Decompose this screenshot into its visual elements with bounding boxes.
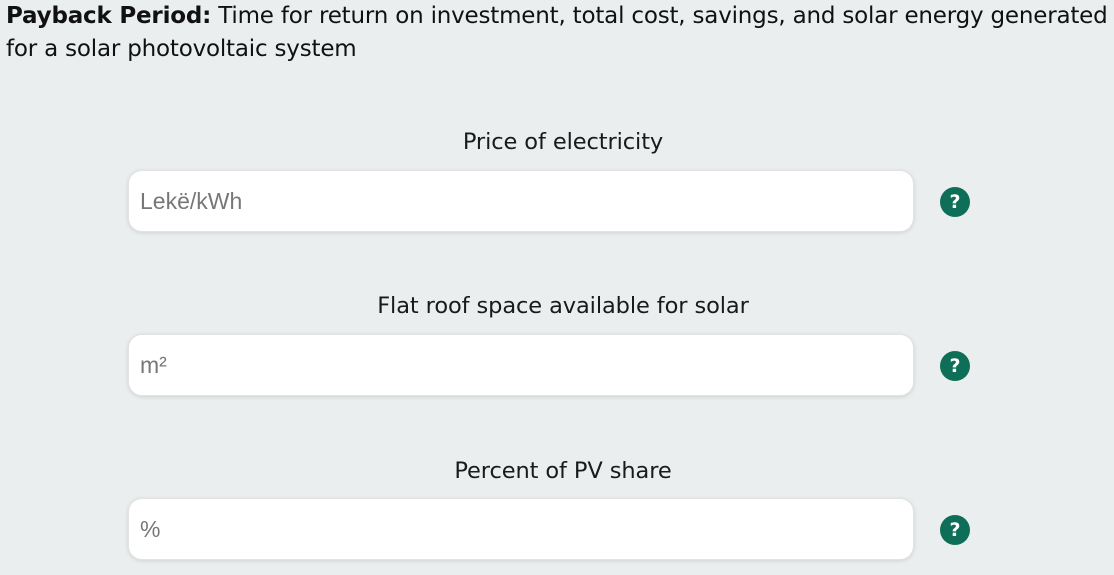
page-description: Time for return on investment, total cos…	[6, 3, 1108, 62]
page-title: Payback Period:	[6, 3, 212, 29]
roof-space-help-icon[interactable]: ?	[940, 351, 970, 381]
roof-space-input[interactable]	[128, 334, 914, 396]
pv-share-help-icon[interactable]: ?	[940, 515, 970, 545]
electricity-price-input[interactable]	[128, 170, 914, 232]
pv-share-label: Percent of PV share	[454, 458, 672, 484]
electricity-price-label: Price of electricity	[462, 129, 664, 155]
electricity-price-help-icon[interactable]: ?	[940, 187, 970, 217]
page-intro: Payback Period: Time for return on inves…	[6, 0, 1112, 66]
pv-share-input[interactable]	[128, 498, 914, 560]
roof-space-label: Flat roof space available for solar	[377, 293, 749, 319]
